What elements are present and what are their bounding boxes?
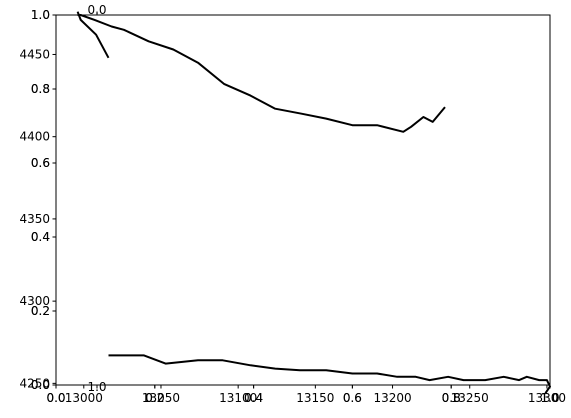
y-tick-label: 0.6 [31, 156, 50, 170]
x-tick-label: 0.8 [442, 391, 461, 405]
x-tick-label: 0.0 [46, 391, 65, 405]
y-tick-label: 0.8 [31, 82, 50, 96]
x-tick-label: 0.8 [442, 391, 461, 405]
plot-area [55, 14, 551, 386]
series-line [77, 14, 446, 133]
y-tick-label: 4400 [19, 130, 50, 144]
x-tick-label: 13100 [219, 391, 257, 405]
y-tick-label: 4250 [19, 376, 50, 390]
x-tick-label: 13150 [296, 391, 334, 405]
x-tick-label: 1.0 [540, 391, 559, 405]
y-tick-label: 1.0 [31, 8, 50, 22]
x-tick-label: 1.0 [540, 391, 559, 405]
y-tick-label: 4350 [19, 212, 50, 226]
x-tick-label: 0.4 [244, 391, 263, 405]
x-tick-label: 0.2 [145, 391, 164, 405]
x-tick-label: 0.2 [145, 391, 164, 405]
series-layer [76, 11, 551, 394]
y-tick-label: 1.0 [31, 8, 50, 22]
x-tick-label: 0.6 [343, 391, 362, 405]
x-tick-label: 13250 [451, 391, 489, 405]
x-top-tick-label: 0.0 [87, 3, 106, 17]
x-tick-label: 13200 [373, 391, 411, 405]
y-tick-label: 4300 [19, 294, 50, 308]
y-tick-label: 0.0 [31, 378, 50, 392]
series-line [76, 11, 110, 59]
x-tick-label: 13050 [142, 391, 180, 405]
y-tick-label: 0.4 [31, 230, 50, 244]
x-tick-label: 0.4 [244, 391, 263, 405]
y-tick-label: 0.2 [31, 304, 50, 318]
tick-layer: 0.0 0.2 0.4 0.6 0.8 1.00.00.20.40.60.81.00.0 0… [19, 3, 566, 405]
x-extra-tick-label: 1.0 [87, 380, 106, 394]
y-tick-label: 0.0 [31, 378, 50, 392]
y-tick-label: 4450 [19, 47, 50, 61]
y-tick-label: 0.8 [31, 82, 50, 96]
x-tick-label: 0.6 [343, 391, 362, 405]
y-tick-label: 0.6 [31, 156, 50, 170]
y-tick-label: 0.4 [31, 230, 50, 244]
x-tick-label: 0.0 [46, 391, 65, 405]
x-tick-label: 13300 [528, 391, 566, 405]
y-tick-label: 0.2 [31, 304, 50, 318]
series-line [108, 354, 551, 394]
x-tick-label: 13000 [65, 391, 103, 405]
